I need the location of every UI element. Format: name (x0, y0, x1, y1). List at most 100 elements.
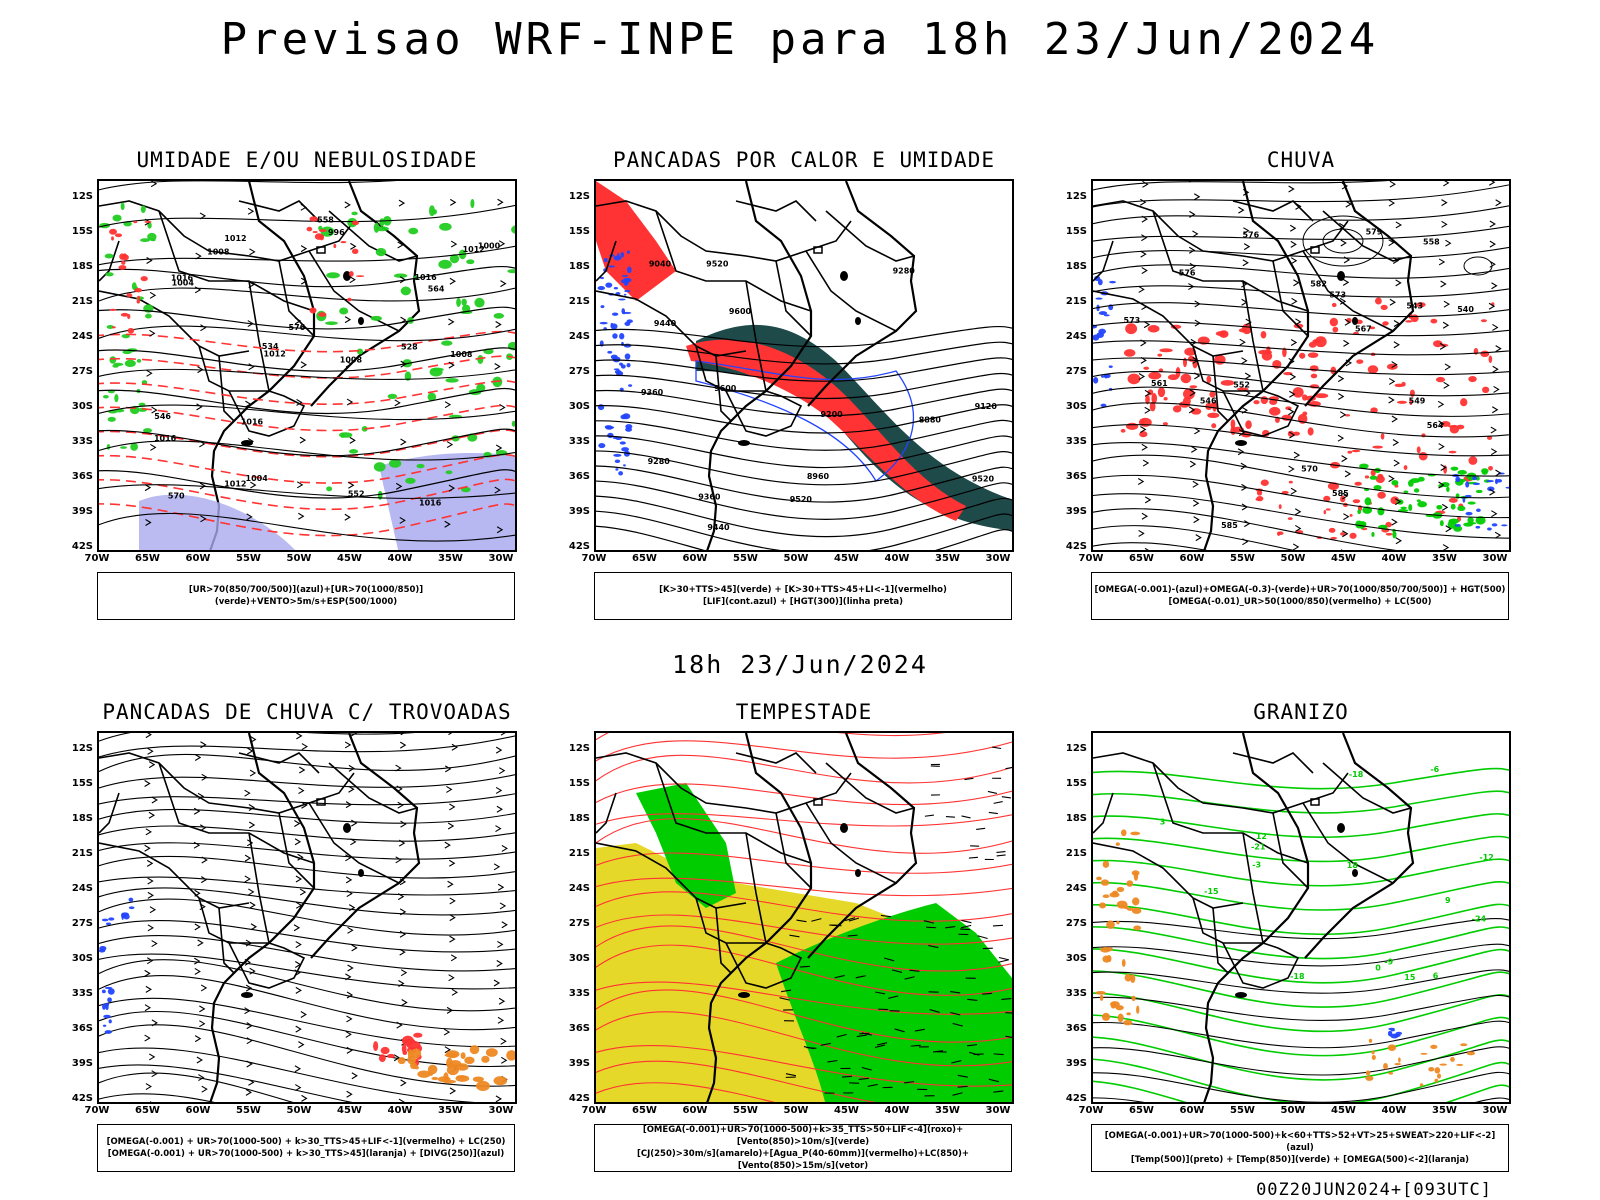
lat-tick-label: 12S (71, 743, 93, 754)
map-panel-tempestade (594, 731, 1014, 1104)
legend-line: [OMEGA(-0.001)-(azul)+OMEGA(-0.3)-(verde… (1094, 585, 1506, 595)
legend-box-tempestade: [OMEGA(-0.001)+UR>70(1000-500)+k>35_TTS>… (594, 1124, 1012, 1172)
lat-tick-label: 33S (71, 988, 93, 999)
contour-label: 9120 (975, 402, 998, 411)
contour-label: 552 (1233, 380, 1250, 389)
legend-line: [CJ(250)>30m/s](amarelo)+[Agua_P(40-60mm… (636, 1149, 970, 1171)
lat-tick-label: 15S (71, 778, 93, 789)
legend-line: [LIF](cont.azul) + [HGT(300)](linha pret… (702, 597, 904, 607)
contour-label: -6 (1430, 765, 1439, 774)
contour-label: 552 (348, 490, 365, 499)
panel-title-umidade: UMIDADE E/OU NEBULOSIDADE (136, 148, 478, 172)
lat-tick-label: 42S (568, 1093, 590, 1104)
lat-tick-label: 42S (1065, 541, 1087, 552)
contour-label: 582 (1310, 280, 1327, 289)
panel-title-chuva: CHUVA (1266, 148, 1336, 172)
contour-label: 0 (1375, 964, 1381, 973)
lon-tick-label: 65W (632, 553, 657, 564)
map-panel-pancadas-calor: 9600 9520 9520 9440 9360 9280 9200 9120 9040 8960… (594, 179, 1014, 552)
legend-box-granizo: [OMEGA(-0.001)+UR>70(1000-500)+k<60+TTS>… (1091, 1124, 1509, 1172)
contour-label: 528 (401, 343, 418, 352)
lon-tick-label: 50W (1280, 1105, 1306, 1116)
main-title: Previsao WRF-INPE para 18h 23/Jun/2024 (220, 14, 1380, 65)
lat-tick-label: 24S (568, 331, 590, 342)
contour-label: 3 (1160, 818, 1166, 827)
legend-box-trovoadas: [OMEGA(-0.001) + UR>70(1000-500) + k>30_… (97, 1124, 515, 1172)
legend-box-pancadas-calor: [K>30+TTS>45](verde) + [K>30+TTS>45+LI<-… (594, 572, 1012, 620)
lat-tick-label: 30S (1065, 953, 1087, 964)
lat-tick-label: 24S (568, 883, 590, 894)
contour-label: 585 (1221, 521, 1238, 530)
lon-tick-label: 70W (581, 1105, 607, 1116)
lon-tick-label: 55W (236, 553, 261, 564)
contour-label: 549 (1409, 397, 1426, 406)
contour-label: 1008 (207, 248, 230, 257)
lon-tick-label: 45W (834, 1105, 859, 1116)
lat-tick-label: 24S (71, 883, 93, 894)
contour-label: 1016 (419, 499, 442, 508)
map-canvas: 9600 9520 9520 9440 9360 9280 9200 9120 9040 8960… (596, 181, 1012, 550)
contour-label: 561 (1151, 379, 1168, 388)
contour-label: 9360 (698, 492, 721, 501)
map-canvas: -21 -18 -15 -12 -9 -6 -3 0 3 6 9 12 15 18 -24 -18 (1093, 733, 1509, 1102)
lon-tick-label: 35W (438, 553, 463, 564)
lat-tick-label: 18S (71, 261, 93, 272)
lon-tick-label: 60W (185, 553, 211, 564)
lat-tick-label: 12S (71, 191, 93, 202)
lat-tick-label: 33S (568, 988, 590, 999)
lon-tick-label: 45W (834, 553, 859, 564)
lon-tick-label: 30W (985, 553, 1011, 564)
contour-label: 9 (1445, 896, 1451, 905)
lon-tick-label: 45W (1331, 1105, 1356, 1116)
contour-label: 1012 (224, 480, 246, 489)
legend-line: [OMEGA(-0.01)_UR>50(1000/850)(vermelho) … (1168, 597, 1432, 607)
lon-tick-label: 70W (84, 553, 110, 564)
lat-tick-label: 39S (1065, 506, 1087, 517)
lat-tick-label: 30S (1065, 401, 1087, 412)
lat-tick-label: 27S (1065, 918, 1087, 929)
lat-tick-label: 21S (1065, 296, 1087, 307)
lon-tick-label: 60W (1179, 1105, 1205, 1116)
lon-tick-label: 65W (135, 1105, 160, 1116)
contour-label: 1016 (154, 434, 177, 443)
lon-tick-label: 40W (1381, 1105, 1407, 1116)
lon-tick-label: 50W (286, 553, 312, 564)
contour-label: 1008 (450, 350, 473, 359)
legend-line: [UR>70(850/700/500)](azul)+[UR>70(1000/8… (188, 585, 424, 607)
lon-tick-label: 30W (488, 553, 514, 564)
lon-tick-label: 55W (236, 1105, 261, 1116)
lat-tick-label: 42S (71, 1093, 93, 1104)
legend-box-chuva: [OMEGA(-0.001)-(azul)+OMEGA(-0.3)-(verde… (1091, 572, 1509, 620)
map-panel-granizo: -21 -18 -15 -12 -9 -6 -3 0 3 6 9 12 15 18 -24 -18 (1091, 731, 1511, 1104)
lon-tick-label: 35W (1432, 1105, 1457, 1116)
legend-line: [OMEGA(-0.001) + UR>70(1000-500) + k>30_… (107, 1149, 505, 1159)
contour-label: 558 (317, 215, 334, 224)
lon-tick-label: 35W (935, 1105, 960, 1116)
lat-tick-label: 36S (568, 471, 590, 482)
contour-label: 996 (328, 228, 345, 237)
lat-tick-label: 18S (568, 813, 590, 824)
contour-label: 9520 (706, 260, 729, 269)
lat-tick-label: 15S (568, 226, 590, 237)
lon-tick-label: 45W (337, 553, 362, 564)
lon-tick-label: 30W (488, 1105, 514, 1116)
contour-label: 9600 (714, 384, 737, 393)
contour-label: 12 (1256, 832, 1267, 841)
lat-tick-label: 21S (71, 848, 93, 859)
legend-line: [K>30+TTS>45](verde) + [K>30+TTS>45+LI<-… (659, 585, 947, 595)
contour-label: 576 (1242, 231, 1259, 240)
lat-tick-label: 33S (568, 436, 590, 447)
lat-tick-label: 33S (1065, 436, 1087, 447)
lon-tick-label: 70W (1078, 553, 1104, 564)
contour-label: 9520 (972, 474, 995, 483)
contour-label: 567 (1355, 324, 1372, 333)
lon-tick-label: 40W (884, 553, 910, 564)
contour-label: 573 (1329, 291, 1346, 300)
contour-label: 570 (1301, 465, 1318, 474)
lat-tick-label: 42S (71, 541, 93, 552)
contour-label: 564 (1427, 421, 1444, 430)
lat-tick-label: 18S (568, 261, 590, 272)
lat-tick-label: 36S (1065, 471, 1087, 482)
lon-tick-label: 60W (1179, 553, 1205, 564)
lat-tick-label: 27S (71, 918, 93, 929)
